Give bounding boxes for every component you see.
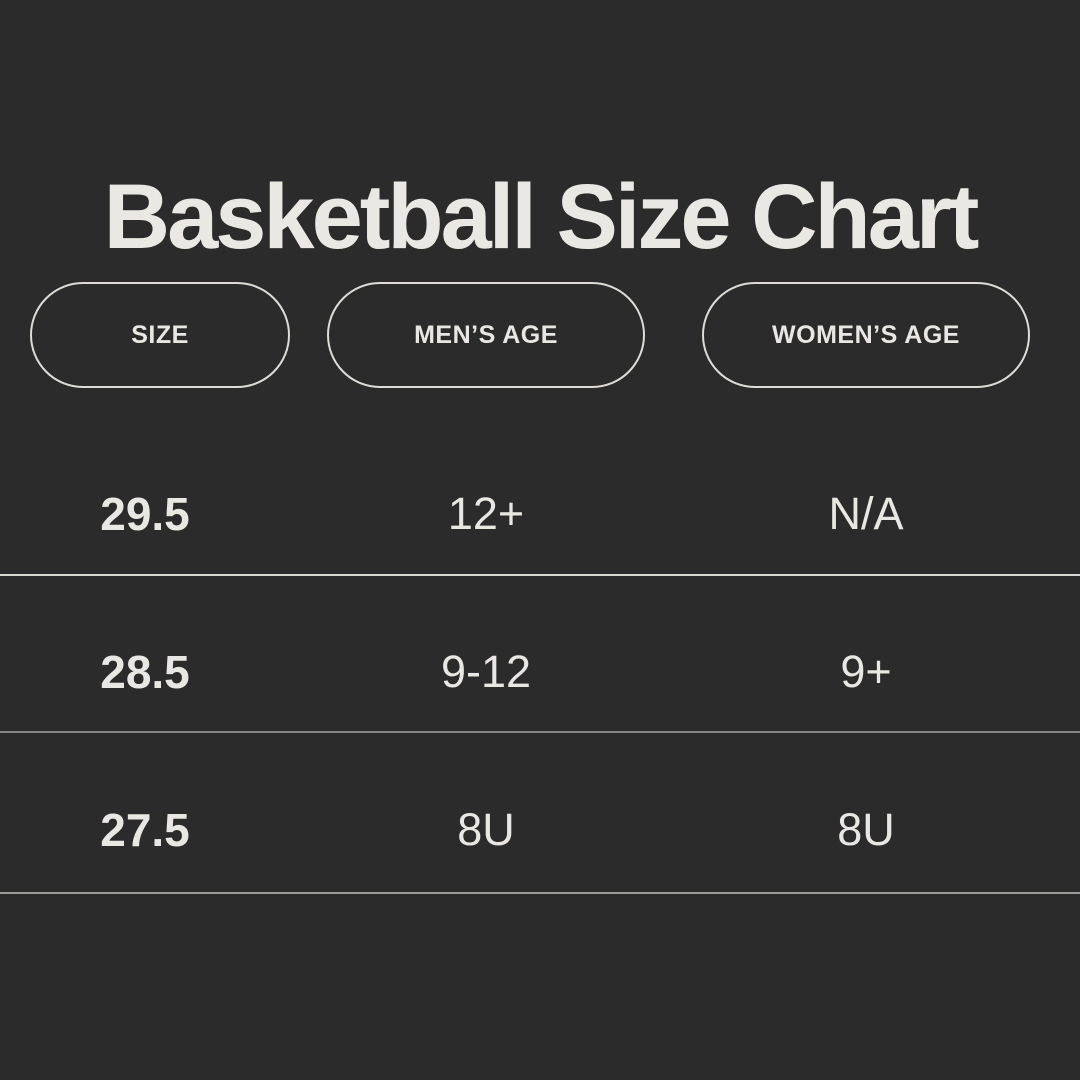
column-header-womens-age-label: WOMEN’S AGE (772, 320, 960, 349)
column-header-size-label: SIZE (131, 320, 189, 349)
row-divider (0, 892, 1080, 894)
womens-age-value: 9+ (840, 646, 892, 697)
size-value: 27.5 (100, 804, 190, 856)
mens-age-value: 12+ (447, 488, 525, 539)
size-value: 29.5 (100, 488, 190, 540)
table-row: 29.5 12+ N/A (0, 484, 1080, 544)
column-header-pill-size: SIZE (30, 282, 290, 388)
womens-age-value: 8U (837, 804, 895, 855)
mens-age-value: 8U (457, 804, 515, 855)
column-header-pill-womens-age: WOMEN’S AGE (702, 282, 1030, 388)
table-row: 27.5 8U 8U (0, 800, 1080, 860)
row-divider (0, 574, 1080, 576)
column-header-pill-mens-age: MEN’S AGE (327, 282, 645, 388)
column-header-mens-age-label: MEN’S AGE (414, 320, 558, 349)
womens-age-value: N/A (828, 488, 904, 539)
table-row: 28.5 9-12 9+ (0, 642, 1080, 702)
page-title: Basketball Size Chart (103, 165, 980, 268)
row-divider (0, 731, 1080, 733)
size-value: 28.5 (100, 646, 190, 698)
mens-age-value: 9-12 (440, 646, 532, 697)
